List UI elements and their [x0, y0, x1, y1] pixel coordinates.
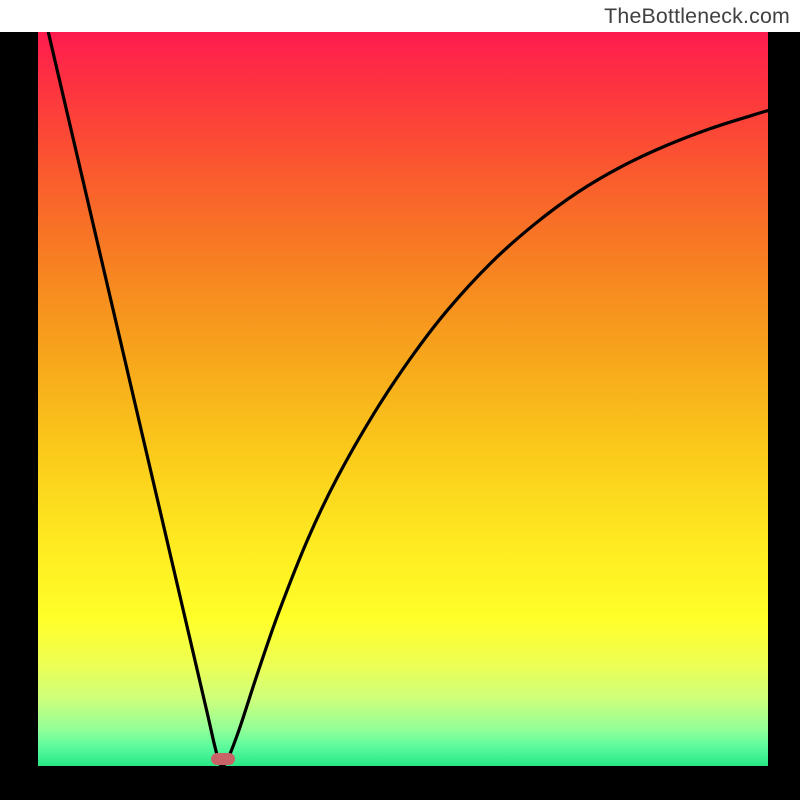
optimum-marker [211, 753, 235, 765]
watermark-text: TheBottleneck.com [604, 4, 790, 29]
bottleneck-curve [38, 32, 768, 766]
curve-svg [38, 32, 768, 766]
header-bar: TheBottleneck.com [0, 0, 800, 32]
plot-area [38, 32, 768, 766]
